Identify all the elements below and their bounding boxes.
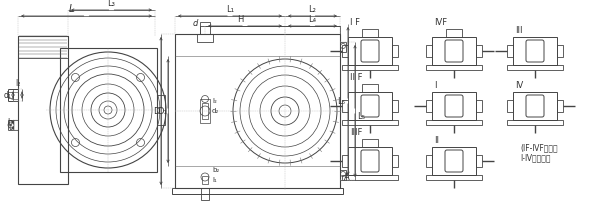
- Bar: [157, 95, 165, 125]
- Bar: [362, 29, 378, 37]
- Text: d: d: [193, 19, 197, 28]
- Text: l₂: l₂: [212, 98, 217, 104]
- Bar: [175, 34, 340, 188]
- Text: t: t: [9, 123, 12, 132]
- Bar: [426, 45, 432, 57]
- Text: b: b: [7, 117, 12, 126]
- Text: D₁: D₁: [157, 107, 167, 116]
- Text: II F: II F: [350, 73, 362, 82]
- Bar: [348, 37, 392, 65]
- Bar: [557, 45, 563, 57]
- Text: L₃: L₃: [107, 0, 115, 8]
- Text: (ⅠF-ⅣF有风扇: (ⅠF-ⅣF有风扇: [520, 144, 557, 152]
- Bar: [507, 45, 513, 57]
- Bar: [342, 175, 398, 180]
- Text: D: D: [154, 107, 160, 116]
- Text: II: II: [434, 136, 439, 145]
- Bar: [18, 36, 68, 58]
- Bar: [392, 100, 398, 112]
- Bar: [200, 22, 210, 34]
- Text: L₁: L₁: [226, 5, 234, 14]
- Text: Ⅰ-Ⅳ无风扇）: Ⅰ-Ⅳ无风扇）: [520, 153, 551, 163]
- Bar: [342, 100, 348, 112]
- Bar: [348, 147, 392, 175]
- Text: A: A: [344, 173, 350, 182]
- Text: d₁: d₁: [4, 90, 12, 99]
- Text: L₂: L₂: [308, 5, 316, 14]
- Bar: [476, 100, 482, 112]
- Bar: [392, 155, 398, 167]
- Bar: [392, 45, 398, 57]
- Text: I: I: [434, 81, 437, 90]
- Text: L: L: [69, 4, 74, 14]
- Text: l₁: l₁: [212, 177, 217, 183]
- Bar: [202, 176, 208, 184]
- Bar: [340, 42, 346, 52]
- Bar: [476, 155, 482, 167]
- Text: IIIF: IIIF: [350, 128, 362, 137]
- Bar: [8, 92, 13, 98]
- Text: H: H: [237, 15, 243, 24]
- Text: III: III: [515, 26, 523, 35]
- Bar: [340, 170, 346, 180]
- Bar: [426, 65, 482, 70]
- Bar: [557, 100, 563, 112]
- Bar: [362, 84, 378, 92]
- Bar: [426, 155, 432, 167]
- Bar: [342, 120, 398, 125]
- Bar: [432, 147, 476, 175]
- Text: I F: I F: [350, 18, 360, 27]
- Text: IVF: IVF: [434, 18, 447, 27]
- Bar: [60, 48, 157, 172]
- Bar: [446, 29, 462, 37]
- Text: b₂: b₂: [212, 167, 219, 173]
- Bar: [507, 65, 563, 70]
- Bar: [342, 45, 348, 57]
- Bar: [432, 92, 476, 120]
- Text: l₂: l₂: [16, 79, 21, 88]
- Bar: [342, 155, 348, 167]
- Bar: [197, 34, 213, 42]
- Bar: [201, 188, 209, 200]
- Bar: [426, 120, 482, 125]
- Bar: [513, 37, 557, 65]
- Text: L₅: L₅: [337, 96, 345, 105]
- Bar: [172, 188, 343, 194]
- Bar: [432, 37, 476, 65]
- Bar: [200, 26, 340, 34]
- Bar: [507, 120, 563, 125]
- Bar: [342, 65, 398, 70]
- Bar: [476, 45, 482, 57]
- Text: IV: IV: [515, 81, 523, 90]
- Text: d₂: d₂: [212, 108, 219, 114]
- Bar: [200, 99, 210, 123]
- Bar: [426, 100, 432, 112]
- Text: L₅: L₅: [357, 111, 365, 121]
- Bar: [18, 36, 68, 184]
- Bar: [362, 139, 378, 147]
- Bar: [513, 92, 557, 120]
- Bar: [507, 100, 513, 112]
- Text: L₄: L₄: [308, 15, 317, 24]
- Bar: [202, 103, 208, 119]
- Bar: [426, 175, 482, 180]
- Bar: [348, 92, 392, 120]
